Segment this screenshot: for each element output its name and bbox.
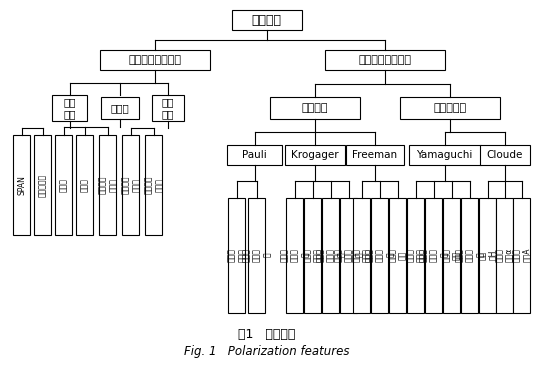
Text: 伪概率: 伪概率 [81, 178, 89, 192]
Text: Yamaguchi: Yamaguchi [417, 150, 473, 160]
Bar [56, 135, 73, 235]
Text: 相干分解: 相干分解 [302, 103, 328, 113]
Bar [443, 197, 460, 312]
Text: 各向异
性度A: 各向异 性度A [512, 248, 531, 262]
Text: SPAN: SPAN [18, 175, 27, 195]
Text: 图1   极化特征: 图1 极化特征 [238, 328, 295, 342]
Bar [513, 197, 530, 312]
Text: 极化目标分解特征: 极化目标分解特征 [358, 55, 411, 65]
Bar [101, 97, 139, 119]
Text: Fig. 1   Polarization features: Fig. 1 Polarization features [184, 345, 350, 359]
Bar [13, 135, 30, 235]
Bar [353, 197, 370, 312]
Bar [479, 197, 496, 312]
Text: 不对称
散射分
量: 不对称 散射分 量 [280, 248, 310, 262]
Bar [100, 50, 210, 70]
Text: Krogager: Krogager [291, 150, 339, 160]
Bar [35, 135, 51, 235]
Bar [229, 197, 245, 312]
Bar [409, 145, 481, 165]
Text: 单次散
射分量: 单次散 射分量 [227, 248, 247, 262]
Bar [389, 197, 406, 312]
Text: 表面散
射分量: 表面散 射分量 [352, 248, 372, 262]
Bar [99, 135, 116, 235]
Text: 极化数据变换特征: 极化数据变换特征 [128, 55, 182, 65]
Text: 强度
特征: 强度 特征 [64, 97, 76, 119]
Text: 特征值: 特征值 [59, 178, 68, 192]
Text: 体散射
分量: 体散射 分量 [442, 248, 461, 262]
Bar [371, 197, 388, 312]
Bar [340, 197, 357, 312]
Text: 特征值: 特征值 [111, 103, 129, 113]
Bar [345, 145, 404, 165]
Text: 相关
系数: 相关 系数 [162, 97, 174, 119]
Bar [480, 145, 530, 165]
Text: Pauli: Pauli [242, 150, 267, 160]
Bar [270, 97, 360, 119]
Text: 基于特征
值参数: 基于特征 值参数 [98, 176, 117, 194]
Bar [122, 135, 139, 235]
Bar [52, 95, 88, 121]
Bar [407, 197, 424, 312]
Text: 二面体
散射分
量: 二面体 散射分 量 [365, 248, 395, 262]
Text: Cloude: Cloude [486, 150, 523, 160]
Text: 平面散
射分量: 平面散 射分量 [406, 248, 426, 262]
Bar [227, 145, 282, 165]
Text: 平面散
射分量: 平面散 射分量 [303, 248, 323, 262]
Bar [285, 145, 345, 165]
Text: Freeman: Freeman [352, 150, 397, 160]
Text: 二面体
散射分
量: 二面体 散射分 量 [242, 248, 272, 262]
Text: 体散射
分量: 体散射 分量 [388, 248, 407, 262]
Text: 二面体
散射分
量: 二面体 散射分 量 [419, 248, 449, 262]
Bar [400, 97, 500, 119]
Bar [76, 135, 93, 235]
Bar [304, 197, 321, 312]
Bar [325, 50, 445, 70]
Text: 非相干分解: 非相干分解 [433, 103, 466, 113]
Text: 各通道强度: 各通道强度 [38, 174, 48, 197]
Bar [496, 197, 513, 312]
Text: 螺旋体
散射分
量: 螺旋体 散射分 量 [455, 248, 484, 262]
Text: 极化特征: 极化特征 [252, 14, 282, 26]
Bar [322, 197, 339, 312]
Bar [248, 197, 265, 312]
Bar [286, 197, 303, 312]
Bar [145, 135, 162, 235]
Text: 线极化相
关系数: 线极化相 关系数 [121, 176, 140, 194]
Text: 平均散
射角α: 平均散 射角α [495, 248, 514, 262]
Text: 二面体
散射分
量: 二面体 散射分 量 [316, 248, 345, 262]
Text: 散射
熵H: 散射 熵H [478, 250, 497, 260]
Text: 螺旋体
散射分
量: 螺旋体 散射分 量 [334, 248, 364, 262]
Bar [461, 197, 478, 312]
Bar [152, 95, 184, 121]
Text: 圆极化相
关系数: 圆极化相 关系数 [144, 176, 163, 194]
Bar [232, 10, 302, 30]
Bar [425, 197, 442, 312]
